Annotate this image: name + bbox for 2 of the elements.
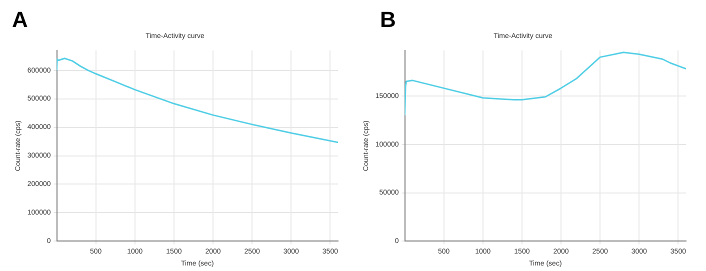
text: A xyxy=(12,7,28,32)
text: B xyxy=(380,7,396,32)
